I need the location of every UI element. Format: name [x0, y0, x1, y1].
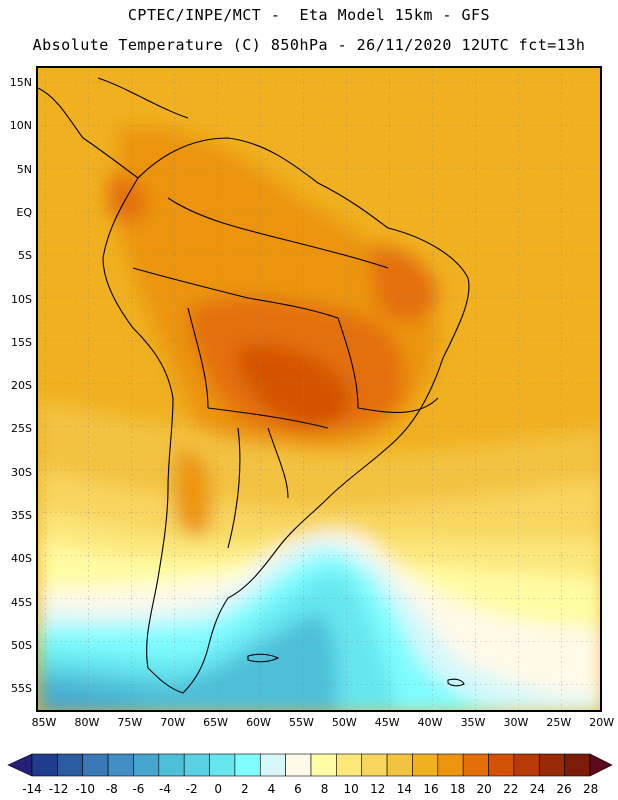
colorbar-swatch — [361, 753, 388, 777]
lat-label: 15S — [11, 335, 32, 349]
grid-lines — [38, 68, 600, 710]
colorbar-swatch — [386, 753, 413, 777]
lat-label: 10S — [11, 292, 32, 306]
colorbar-label: 0 — [214, 782, 222, 796]
lon-label: 55W — [288, 716, 314, 729]
colorbar-swatch — [462, 753, 489, 777]
colorbar-label: 6 — [294, 782, 302, 796]
colorbar-label: 12 — [370, 782, 386, 796]
title-line-2: Absolute Temperature (C) 850hPa - 26/11/… — [32, 36, 586, 54]
colorbar-label: 8 — [320, 782, 329, 796]
colorbar-label: 16 — [423, 782, 439, 796]
colorbar-label: -14 — [22, 782, 42, 796]
colorbar-swatch — [412, 753, 439, 777]
title-line-1: CPTEC/INPE/MCT - Eta Model 15km - GFS — [127, 6, 491, 24]
colorbar-label: -12 — [48, 782, 69, 796]
map-canvas — [38, 68, 600, 710]
lat-label: 20S — [11, 379, 32, 393]
colorbar-swatch — [336, 753, 363, 777]
lon-label: 75W — [117, 716, 143, 729]
colorbar-swatch — [538, 753, 565, 777]
lon-label: 60W — [246, 716, 271, 729]
colorbar-label: 14 — [396, 782, 413, 796]
colorbar-label: 20 — [476, 782, 492, 796]
colorbar-swatch — [133, 753, 160, 777]
lon-label: 80W — [74, 716, 100, 729]
lon-label: 85W — [31, 716, 57, 729]
colorbar-label: 4 — [267, 782, 276, 796]
colorbar-label: -6 — [132, 782, 145, 796]
colorbar-swatch — [107, 753, 134, 777]
colorbar-swatch — [513, 753, 540, 777]
lon-label: 40W — [417, 716, 443, 729]
lon-label: 35W — [460, 716, 486, 729]
colorbar-swatch — [564, 753, 591, 777]
colorbar-swatch — [57, 753, 84, 777]
lon-label: 45W — [374, 716, 400, 729]
colorbar-swatch — [158, 753, 185, 777]
colorbar-label: -10 — [75, 782, 95, 796]
colorbar-label: 24 — [529, 782, 546, 796]
colorbar-swatch — [183, 753, 210, 777]
colorbar-swatch — [310, 753, 337, 777]
lon-label: 70W — [160, 716, 186, 729]
lat-label: 10N — [9, 119, 32, 133]
lat-label: 15N — [9, 76, 32, 89]
colorbar-label: -4 — [159, 782, 171, 796]
temperature-map — [36, 66, 602, 712]
lat-label: 50S — [11, 638, 32, 652]
lat-label: 25S — [11, 422, 32, 436]
colorbar-label: 10 — [343, 782, 359, 796]
lon-label: 50W — [331, 716, 357, 729]
colorbar-swatch — [82, 753, 109, 777]
lon-label: 30W — [503, 716, 529, 729]
colorbar-swatch — [234, 753, 261, 777]
lat-label: 30S — [11, 465, 32, 479]
colorbar-label: 22 — [503, 782, 519, 796]
lon-label: 25W — [546, 716, 572, 729]
colorbar-swatch — [259, 753, 286, 777]
colorbar-swatch — [285, 753, 312, 777]
colorbar-right-tip — [589, 753, 613, 777]
colorbar-label: 28 — [582, 782, 599, 796]
colorbar-label: -8 — [105, 782, 118, 796]
lat-label: 5S — [18, 249, 32, 263]
colorbar-label: 26 — [556, 782, 572, 796]
lon-label: 20W — [589, 716, 615, 729]
lat-label: 45S — [11, 595, 32, 609]
colorbar-swatch — [488, 753, 515, 777]
colorbar-left-tip — [7, 753, 33, 777]
colorbar-swatch — [209, 753, 236, 777]
colorbar-label: -2 — [185, 782, 198, 796]
colorbar-swatch — [437, 753, 464, 777]
lat-label: 40S — [11, 552, 32, 566]
colorbar-label: 18 — [449, 782, 466, 796]
colorbar-swatch — [31, 753, 58, 777]
coastlines — [38, 77, 470, 694]
lat-label: EQ — [16, 205, 32, 219]
lat-label: 5N — [16, 162, 32, 176]
lon-label: 65W — [203, 716, 229, 729]
colorbar — [7, 753, 613, 777]
colorbar-label: 2 — [240, 782, 249, 796]
lat-label: 35S — [11, 509, 32, 522]
lat-label: 55S — [11, 682, 32, 696]
